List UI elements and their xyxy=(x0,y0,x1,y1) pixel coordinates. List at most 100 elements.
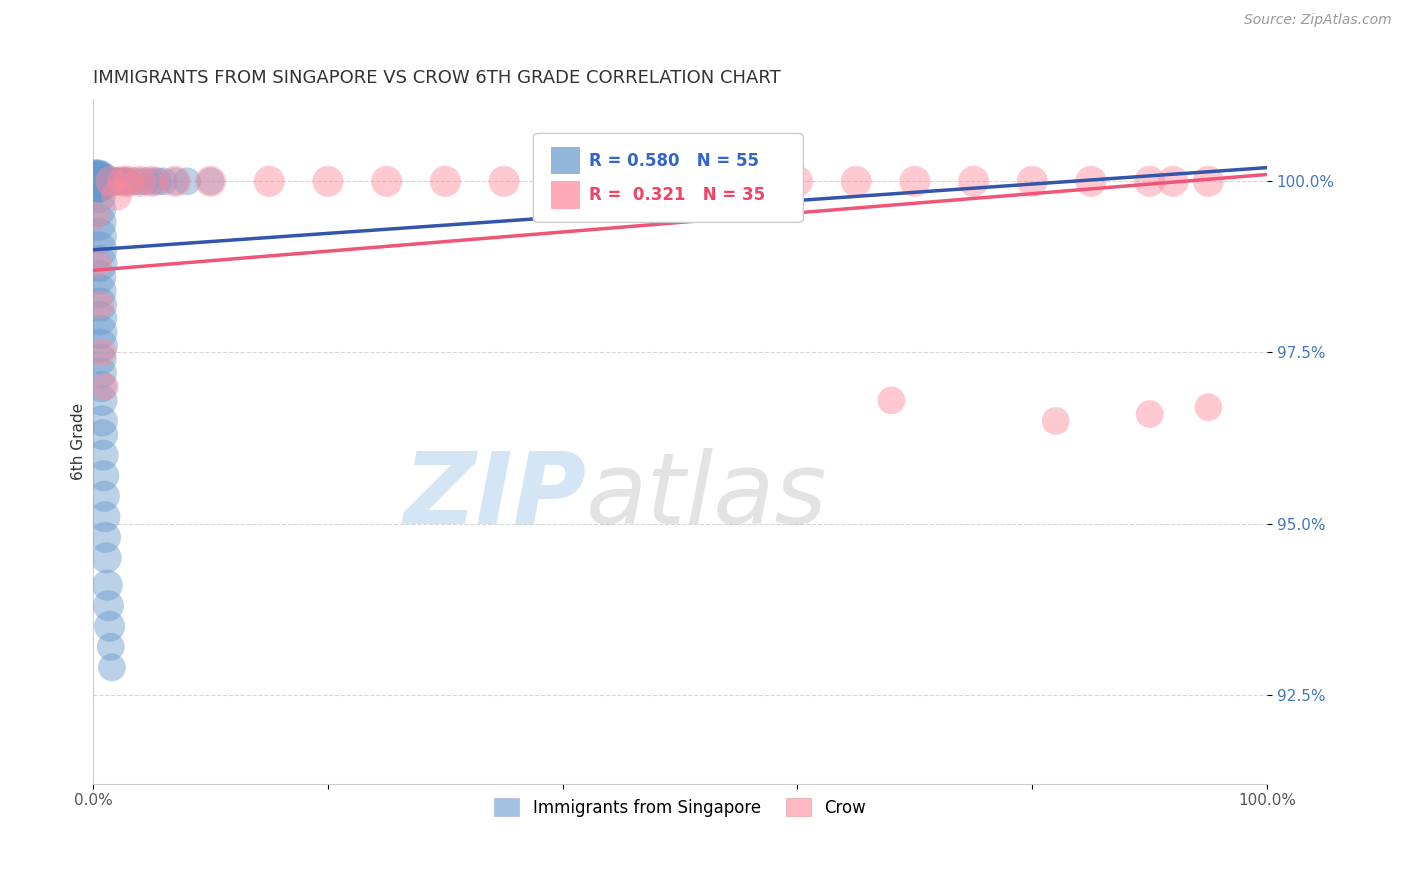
Point xyxy=(89,325,111,339)
FancyBboxPatch shape xyxy=(533,134,803,222)
Point xyxy=(94,530,117,544)
Point xyxy=(105,188,128,202)
Point xyxy=(375,174,398,188)
Point xyxy=(87,256,110,270)
Point xyxy=(122,174,145,188)
Point xyxy=(84,174,107,188)
Text: R =  0.321   N = 35: R = 0.321 N = 35 xyxy=(589,186,765,204)
Point xyxy=(91,448,114,462)
Point xyxy=(1139,407,1161,421)
Point xyxy=(165,174,187,188)
Point xyxy=(141,174,163,188)
Text: ZIP: ZIP xyxy=(404,448,586,545)
Point xyxy=(117,174,139,188)
Point xyxy=(727,174,749,188)
Point xyxy=(84,174,107,188)
Point xyxy=(129,174,152,188)
Point xyxy=(89,311,111,326)
Point xyxy=(1139,174,1161,188)
Point xyxy=(115,174,138,188)
Point xyxy=(86,174,108,188)
Point xyxy=(94,550,117,565)
Point xyxy=(91,427,114,442)
Point xyxy=(90,366,112,380)
Text: Source: ZipAtlas.com: Source: ZipAtlas.com xyxy=(1244,13,1392,28)
Point xyxy=(98,619,121,633)
Point xyxy=(176,174,198,188)
Point xyxy=(87,243,110,257)
Point xyxy=(112,174,135,188)
Point xyxy=(111,174,134,188)
Point xyxy=(87,202,110,216)
Point xyxy=(135,174,157,188)
Point xyxy=(86,174,108,188)
Point xyxy=(89,270,111,285)
Point xyxy=(91,414,114,428)
Point xyxy=(90,352,112,367)
Point xyxy=(86,188,108,202)
Point xyxy=(141,174,163,188)
Point xyxy=(1161,174,1184,188)
Text: atlas: atlas xyxy=(586,448,828,545)
Point xyxy=(97,599,120,613)
Point xyxy=(1080,174,1102,188)
Point xyxy=(91,345,114,359)
Point xyxy=(84,209,107,223)
Point xyxy=(146,174,169,188)
Point xyxy=(91,393,114,408)
Point xyxy=(110,174,132,188)
Point xyxy=(87,229,110,244)
Point xyxy=(86,174,108,188)
Point xyxy=(100,640,122,654)
Point xyxy=(259,174,281,188)
Point xyxy=(962,174,984,188)
Point xyxy=(100,174,122,188)
Point xyxy=(105,174,128,188)
Point xyxy=(610,174,633,188)
Point xyxy=(786,174,808,188)
Point xyxy=(551,174,574,188)
Y-axis label: 6th Grade: 6th Grade xyxy=(72,403,86,480)
Point xyxy=(108,174,131,188)
Point xyxy=(1045,414,1067,428)
Point xyxy=(103,174,125,188)
Point xyxy=(492,174,515,188)
Point xyxy=(96,578,118,592)
Point xyxy=(101,174,124,188)
Point xyxy=(880,393,903,408)
Point xyxy=(129,174,152,188)
Point xyxy=(101,660,124,674)
Point xyxy=(89,297,111,311)
Point xyxy=(200,174,222,188)
Point xyxy=(165,174,187,188)
Point xyxy=(89,284,111,298)
Point xyxy=(94,380,117,394)
Point xyxy=(90,338,112,352)
Point xyxy=(904,174,927,188)
Point xyxy=(152,174,174,188)
Point xyxy=(87,256,110,270)
Point xyxy=(90,380,112,394)
Point xyxy=(84,174,107,188)
Bar xyxy=(551,181,581,209)
Text: R = 0.580   N = 55: R = 0.580 N = 55 xyxy=(589,152,759,169)
Point xyxy=(1197,174,1219,188)
Point xyxy=(84,174,107,188)
Point xyxy=(669,174,692,188)
Point xyxy=(845,174,868,188)
Point xyxy=(93,468,115,483)
Point xyxy=(117,174,139,188)
Point xyxy=(1021,174,1043,188)
Point xyxy=(87,215,110,229)
Legend: Immigrants from Singapore, Crow: Immigrants from Singapore, Crow xyxy=(488,792,873,823)
Point xyxy=(94,509,117,524)
Point xyxy=(434,174,457,188)
Point xyxy=(93,489,115,503)
Point xyxy=(84,174,107,188)
Point xyxy=(1197,401,1219,415)
Point xyxy=(200,174,222,188)
Point xyxy=(89,297,111,311)
Point xyxy=(316,174,339,188)
Text: IMMIGRANTS FROM SINGAPORE VS CROW 6TH GRADE CORRELATION CHART: IMMIGRANTS FROM SINGAPORE VS CROW 6TH GR… xyxy=(93,69,780,87)
Bar xyxy=(551,147,581,175)
